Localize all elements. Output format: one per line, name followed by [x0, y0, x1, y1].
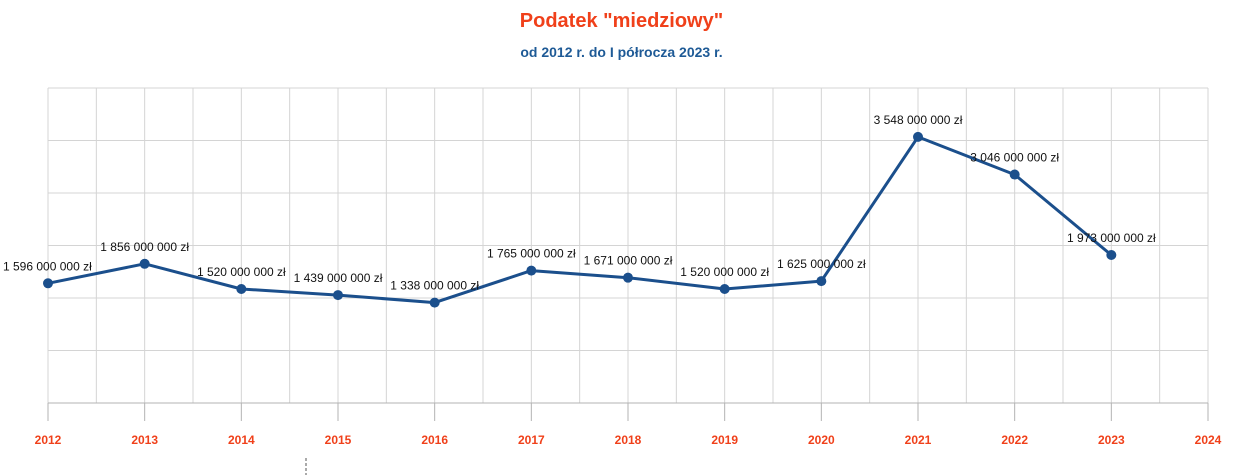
x-tick-label: 2016 [421, 433, 448, 447]
x-tick-label: 2014 [228, 433, 255, 447]
x-tick-label: 2021 [905, 433, 932, 447]
chart-title: Podatek "miedziowy" [519, 10, 724, 32]
data-points [43, 131, 1117, 308]
data-label: 1 856 000 000 zł [100, 240, 189, 254]
data-point [429, 297, 440, 308]
x-tick-label: 2024 [1195, 433, 1222, 447]
data-point [913, 131, 923, 142]
data-point [333, 290, 343, 301]
data-point [816, 276, 827, 287]
x-tick-label: 2022 [1001, 433, 1028, 447]
data-label: 1 765 000 000 zł [487, 247, 576, 261]
data-point [236, 284, 247, 294]
data-point [526, 265, 537, 276]
x-tick-label: 2015 [325, 433, 352, 447]
data-point [1009, 169, 1020, 180]
data-point [1106, 250, 1117, 261]
data-labels: 1 596 000 000 zł 1 856 000 000 zł 1 520 00… [3, 113, 1156, 293]
data-label: 1 596 000 000 zł [3, 259, 92, 273]
data-point [43, 278, 53, 289]
data-label: 3 046 000 000 zł [970, 151, 1059, 165]
data-label: 1 520 000 000 zł [197, 265, 286, 279]
x-axis-labels: 2012 2013 2014 2015 2016 2017 2018 2019 2020 2021… [35, 433, 1222, 447]
x-tick-label: 2020 [808, 433, 835, 447]
x-tick-label: 2012 [35, 433, 62, 447]
data-label: 3 548 000 000 zł [874, 113, 963, 127]
data-label: 1 338 000 000 zł [390, 279, 479, 293]
chart-subtitle: od 2012 r. do I półrocza 2023 r. [520, 44, 723, 60]
data-point [139, 258, 150, 269]
x-axis-ticks [47, 403, 1209, 421]
data-label: 1 671 000 000 zł [584, 254, 673, 268]
data-label: 1 973 000 000 zł [1067, 231, 1156, 245]
x-tick-label: 2023 [1098, 433, 1125, 447]
data-point [719, 284, 730, 294]
x-tick-label: 2018 [615, 433, 642, 447]
vertical-gridlines [47, 88, 1209, 403]
x-tick-label: 2017 [518, 433, 545, 447]
data-label: 1 625 000 000 zł [777, 257, 866, 271]
data-label: 1 520 000 000 zł [680, 265, 769, 279]
series-line [47, 135, 1113, 305]
x-tick-label: 2019 [711, 433, 738, 447]
x-tick-label: 2013 [131, 433, 158, 447]
data-label: 1 439 000 000 zł [294, 271, 383, 285]
data-point [623, 272, 633, 283]
